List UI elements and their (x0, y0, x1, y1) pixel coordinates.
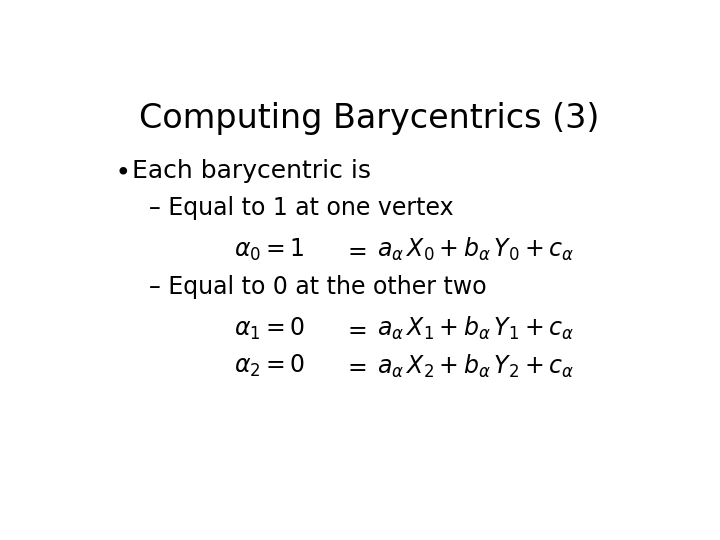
Text: $=$: $=$ (343, 317, 367, 341)
Text: $a_\alpha\, X_1 + b_\alpha\, Y_1 + c_\alpha$: $a_\alpha\, X_1 + b_\alpha\, Y_1 + c_\al… (377, 315, 575, 342)
Text: – Equal to 0 at the other two: – Equal to 0 at the other two (148, 275, 486, 299)
Text: $=$: $=$ (343, 238, 367, 262)
Text: $\alpha_0 = 1$: $\alpha_0 = 1$ (234, 237, 305, 263)
Text: – Equal to 1 at one vertex: – Equal to 1 at one vertex (148, 196, 453, 220)
Text: $\alpha_1 = 0$: $\alpha_1 = 0$ (234, 316, 305, 342)
Text: $\alpha_2 = 0$: $\alpha_2 = 0$ (234, 353, 305, 380)
Text: Computing Barycentrics (3): Computing Barycentrics (3) (139, 102, 599, 135)
Text: $\bullet$: $\bullet$ (114, 158, 127, 184)
Text: $a_\alpha\, X_2 + b_\alpha\, Y_2 + c_\alpha$: $a_\alpha\, X_2 + b_\alpha\, Y_2 + c_\al… (377, 353, 575, 380)
Text: $=$: $=$ (343, 354, 367, 378)
Text: Each barycentric is: Each barycentric is (132, 159, 371, 183)
Text: $a_\alpha\, X_0 + b_\alpha\, Y_0 + c_\alpha$: $a_\alpha\, X_0 + b_\alpha\, Y_0 + c_\al… (377, 236, 575, 264)
